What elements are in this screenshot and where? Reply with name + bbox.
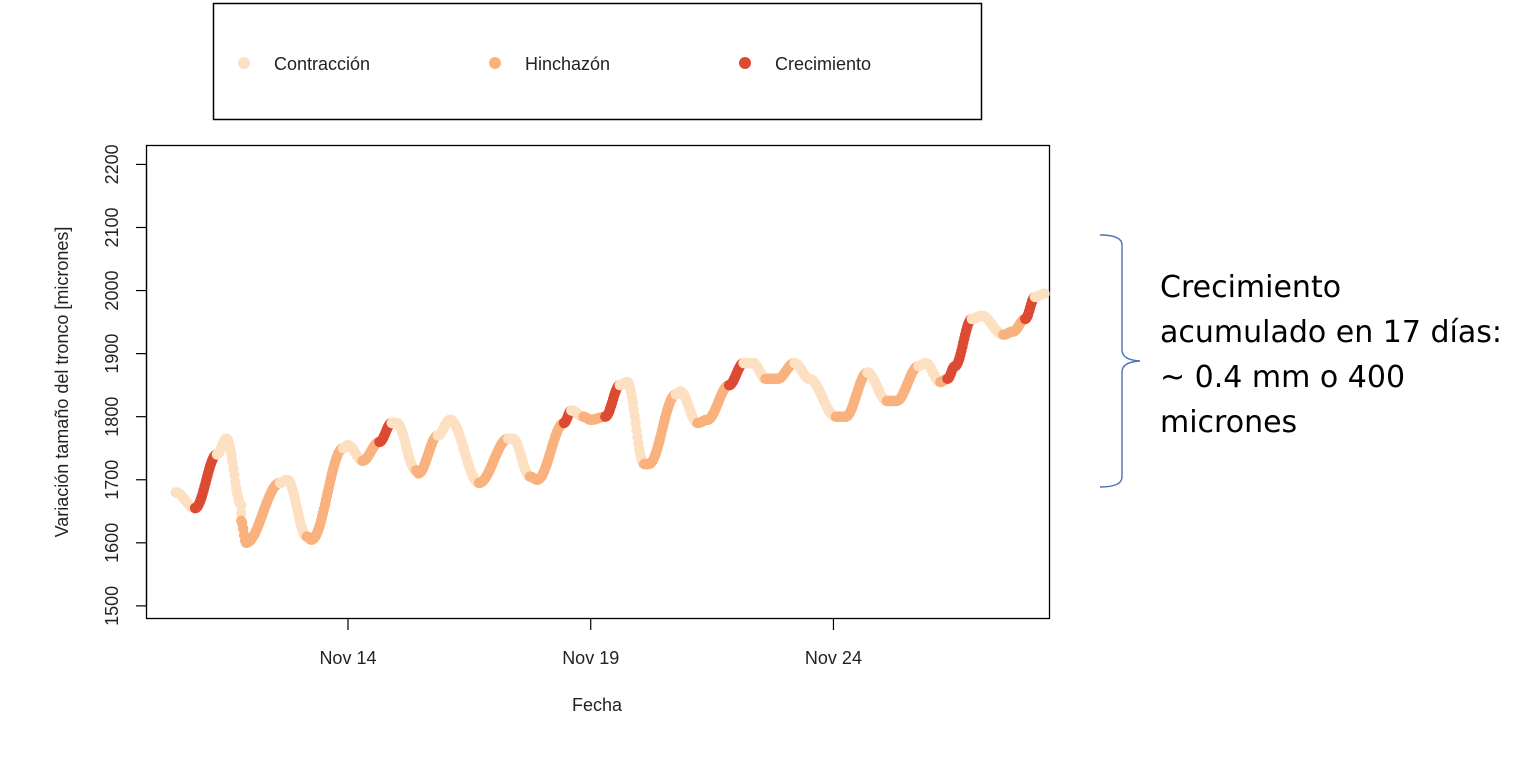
annotation-line-2: acumulado en 17 días: — [1160, 315, 1502, 350]
annotation-line-1: Crecimiento — [1160, 270, 1342, 305]
x-tick-label: Nov 19 — [562, 648, 619, 668]
legend-marker-crecimiento — [739, 57, 751, 69]
y-tick-label: 1800 — [102, 397, 122, 437]
y-tick-label: 1700 — [102, 460, 122, 500]
point-contraccion — [236, 507, 247, 519]
y-tick-label: 2000 — [102, 271, 122, 311]
x-tick-label: Nov 24 — [805, 648, 862, 668]
plot-frame — [145, 144, 1051, 620]
annotation-bracket — [1099, 234, 1141, 488]
y-axis-label: Variación tamaño del tronco [micrones] — [52, 227, 72, 538]
x-axis-label: Fecha — [572, 695, 623, 715]
legend-label-contraccion: Contracción — [274, 54, 370, 74]
y-tick-label: 2200 — [102, 144, 122, 184]
point-contraccion — [236, 499, 247, 511]
annotation-text: Crecimiento acumulado en 17 días: ~ 0.4 … — [1160, 265, 1530, 445]
legend-box — [212, 2, 983, 121]
point-contraccion — [1039, 288, 1050, 299]
y-tick-label: 1600 — [102, 523, 122, 563]
legend-label-crecimiento: Crecimiento — [775, 54, 871, 74]
x-tick-label: Nov 14 — [319, 648, 376, 668]
legend: Contracción Hinchazón Crecimiento — [212, 2, 983, 121]
legend-marker-contraccion — [238, 57, 250, 69]
y-tick-label: 1900 — [102, 334, 122, 374]
y-tick-label: 1500 — [102, 586, 122, 626]
legend-marker-hinchazon — [489, 57, 501, 69]
annotation-line-4: micrones — [1160, 405, 1298, 440]
legend-label-hinchazon: Hinchazón — [525, 54, 610, 74]
data-points — [170, 288, 1050, 548]
y-tick-label: 2100 — [102, 207, 122, 247]
x-axis: Nov 14 Nov 19 Nov 24 — [319, 618, 862, 668]
annotation-line-3: ~ 0.4 mm o 400 — [1160, 360, 1406, 395]
y-axis: 1500 1600 1700 1800 1900 2000 2100 2200 — [102, 144, 148, 626]
